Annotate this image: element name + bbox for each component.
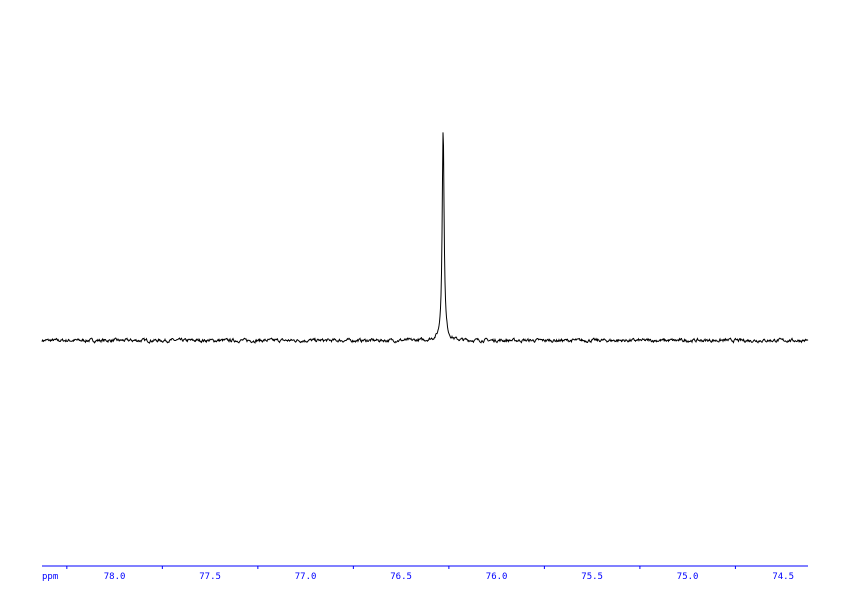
x-tick-label: 76.5 [390, 572, 412, 582]
x-tick-label: 75.5 [581, 572, 603, 582]
x-tick-label: 78.0 [104, 572, 126, 582]
x-tick-label: 75.0 [677, 572, 699, 582]
x-tick-label: 74.5 [772, 572, 794, 582]
x-tick-label: 77.5 [199, 572, 221, 582]
spectrum-line [41, 132, 809, 344]
x-tick-label: 76.0 [486, 572, 508, 582]
x-tick-label: 77.0 [295, 572, 317, 582]
x-axis-label: ppm [42, 572, 58, 582]
